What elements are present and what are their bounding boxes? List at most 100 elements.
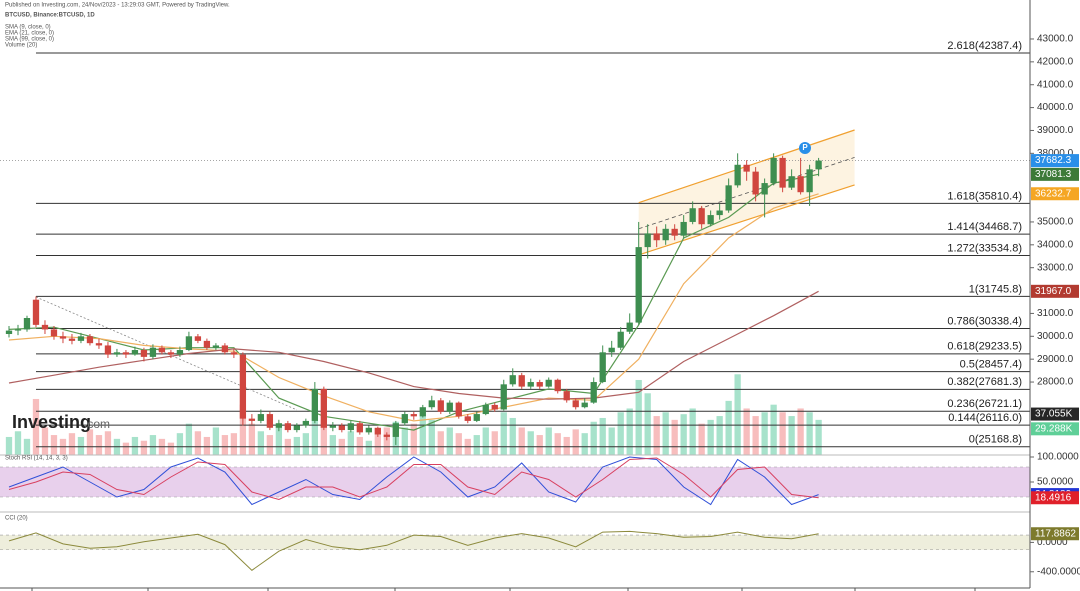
price-marker-label: 36232.7 (1035, 188, 1072, 199)
candle-body (590, 382, 597, 403)
volume-bar (608, 427, 615, 455)
volume-bar (410, 423, 417, 455)
candle-body (374, 427, 381, 435)
indicator-marker-label: 18.4916 (1035, 492, 1072, 503)
candle-body (464, 416, 471, 421)
candle-body (446, 402, 453, 412)
candle-body (77, 336, 85, 341)
volume-bar (203, 436, 211, 455)
volume-bar (257, 431, 265, 455)
volume-bar (509, 417, 516, 455)
volume-bar (815, 419, 822, 455)
candle-body (500, 384, 507, 410)
candle-body (221, 345, 229, 353)
volume-bar (491, 431, 498, 455)
volume-bar (671, 419, 678, 455)
volume-bar (347, 431, 354, 455)
candle-body (599, 352, 606, 383)
candle-body (653, 233, 660, 241)
volume-bar (545, 427, 552, 455)
candle-body (734, 164, 741, 186)
volume-bar (779, 412, 786, 455)
volume-bar (707, 419, 714, 455)
price-marker-label: 37682.3 (1035, 155, 1072, 166)
fib-label: 2.618(42387.4) (947, 40, 1022, 52)
candle-body (320, 388, 327, 428)
candle-body (671, 228, 678, 236)
candle-body (122, 352, 130, 355)
volume-bar (653, 416, 660, 455)
candle-body (311, 388, 318, 421)
stoch-rsi-title: Stoch RSI (14, 14, 3, 3) (5, 456, 68, 462)
candle-body (428, 400, 435, 408)
symbol-title: BTCUSD, Binance:BTCUSD, 1D (5, 13, 95, 19)
volume-bar (383, 427, 390, 455)
candle-body (581, 402, 588, 408)
volume-bar (239, 404, 247, 455)
candle-body (527, 382, 534, 387)
fib-label: 1.414(34468.7) (947, 221, 1022, 233)
price-marker (1031, 154, 1079, 168)
candle-body (356, 423, 363, 433)
volume-bar (131, 436, 139, 455)
publisher-note: Published on Investing.com, 24/Nov/2023 … (5, 3, 230, 9)
candle-body (104, 345, 112, 355)
volume-bar (662, 412, 669, 455)
candle-body (194, 336, 202, 341)
volume-bar (419, 416, 426, 455)
y-tick-label: 41000.0 (1037, 79, 1074, 90)
candle-body (338, 425, 345, 431)
candle-body (509, 375, 516, 385)
candle-body (716, 210, 723, 216)
candle-body (257, 414, 265, 421)
candle-body (41, 324, 49, 330)
volume-bar (752, 416, 759, 455)
candle-body (275, 423, 283, 428)
candle-body (185, 336, 193, 351)
volume-bar (428, 419, 435, 455)
volume-bar (230, 433, 238, 455)
fib-label: 0.5(28457.4) (960, 358, 1022, 370)
volume-bar (320, 419, 327, 455)
volume-bar (572, 429, 579, 455)
volume-bar (140, 440, 148, 455)
indicator-line (8, 457, 819, 501)
candle-body (14, 329, 22, 331)
volume-bar (68, 433, 76, 455)
fib-label: 0.236(26721.1) (947, 398, 1022, 410)
volume-bar (302, 433, 309, 455)
volume-bar (716, 416, 723, 455)
y-tick-label: 31000.0 (1037, 308, 1074, 319)
candle-body (176, 350, 184, 355)
legend-sma9: SMA (9, close, 0) (5, 25, 51, 31)
fib-label: 0.618(29233.5) (947, 341, 1022, 353)
candle-body (779, 157, 786, 188)
volume-bar (788, 416, 795, 455)
candle-body (5, 330, 13, 335)
candle-body (437, 400, 444, 412)
volume-bar (743, 408, 750, 455)
y-tick-label: 100.0000 (1037, 452, 1079, 463)
candle-body (212, 345, 220, 348)
price-marker (1031, 284, 1079, 298)
candle-body (113, 352, 121, 355)
candle-body (167, 352, 175, 355)
volume-bar (635, 379, 642, 455)
axis-layer: 43000.0 42000.0 41000.0 40000.0 39000.0 38000… (1030, 34, 1080, 577)
y-tick-label: 0.0000 (1037, 537, 1068, 548)
volume-bar (680, 414, 687, 455)
channel-lower (638, 184, 855, 256)
candle-body (491, 404, 498, 410)
volume-bar (797, 408, 804, 455)
candle-body (680, 221, 687, 236)
candle-body (140, 350, 148, 357)
fib-label: 1.618(35810.4) (947, 190, 1022, 202)
y-tick-label: 33000.0 (1037, 262, 1074, 273)
candle-body (635, 247, 642, 323)
fib-label: 0(25168.8) (969, 434, 1022, 446)
candle-body (203, 340, 211, 348)
volume-bar (617, 412, 624, 455)
y-tick-label: 30000.0 (1037, 331, 1074, 342)
